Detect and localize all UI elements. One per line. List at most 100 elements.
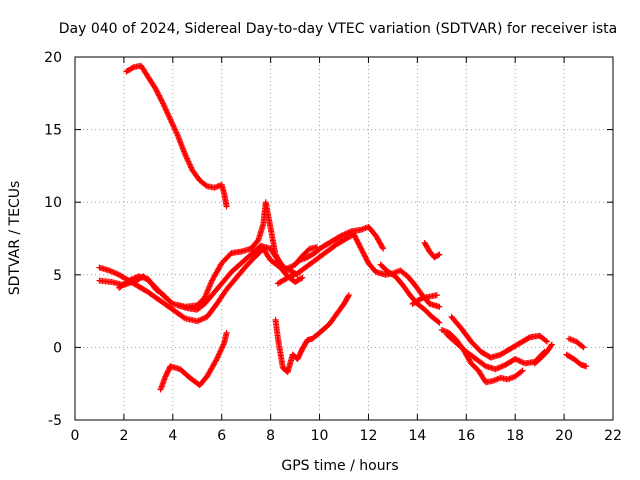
x-tick-label: 14: [408, 428, 426, 444]
data-point-marker: [114, 271, 121, 278]
data-point-marker: [433, 292, 440, 299]
data-point-marker: [501, 362, 508, 369]
data-point-marker: [338, 232, 345, 239]
data-point-marker: [352, 233, 359, 240]
data-point-marker: [113, 270, 120, 277]
series-arc-3: [96, 199, 301, 310]
data-point-marker: [513, 356, 520, 363]
data-point-marker: [579, 343, 586, 350]
x-tick-label: 20: [555, 428, 573, 444]
data-point-marker: [152, 85, 159, 92]
data-point-marker: [161, 292, 168, 299]
data-point-marker: [158, 97, 165, 104]
data-point-marker: [162, 293, 169, 300]
series-arc-9: [409, 292, 440, 307]
data-point-marker: [358, 245, 365, 252]
y-tick-labels: -5 0 5 10 15 20: [44, 50, 62, 429]
x-tick-label: 22: [604, 428, 622, 444]
data-point-marker: [202, 182, 209, 189]
data-point-marker: [158, 96, 165, 103]
data-point-marker: [519, 359, 526, 366]
data-point-marker: [286, 274, 293, 281]
plot-frame: [74, 56, 614, 421]
data-point-marker: [354, 239, 361, 246]
series-arc-16: [563, 351, 590, 370]
data-point-marker: [155, 91, 162, 98]
data-point-marker: [345, 292, 352, 299]
data-point-marker: [129, 64, 136, 71]
data-point-marker: [355, 240, 362, 247]
data-point-marker: [223, 203, 230, 210]
data-point-marker: [519, 367, 526, 374]
series-arc-15: [565, 335, 587, 351]
data-point-marker: [341, 231, 348, 238]
data-point-marker: [314, 244, 321, 251]
data-point-marker: [350, 231, 357, 238]
data-point-marker: [518, 368, 525, 375]
data-point-marker: [481, 362, 488, 369]
chart-title: Day 040 of 2024, Sidereal Day-to-day VTE…: [59, 21, 617, 37]
data-point-marker: [354, 237, 361, 244]
data-point-marker: [194, 318, 201, 325]
data-point-marker: [356, 243, 363, 250]
data-point-marker: [580, 344, 587, 351]
data-point-marker: [361, 252, 368, 259]
data-point-marker: [111, 269, 118, 276]
data-point-marker: [339, 231, 346, 238]
data-point-marker: [345, 293, 352, 300]
axis-ticks: [74, 56, 614, 421]
x-axis-label: GPS time / hours: [281, 458, 398, 474]
data-point-marker: [379, 244, 386, 251]
data-point-marker: [153, 87, 160, 94]
data-point-marker: [496, 364, 503, 371]
plot-markers: [96, 62, 590, 393]
x-tick-label: 8: [266, 428, 275, 444]
data-point-marker: [359, 248, 366, 255]
data-point-marker: [352, 235, 359, 242]
data-point-marker: [154, 89, 161, 96]
data-point-marker: [291, 271, 298, 278]
data-point-marker: [290, 272, 297, 279]
series-arc-13: [448, 313, 550, 361]
series-arc-1: [123, 62, 230, 210]
x-tick-label: 12: [360, 428, 378, 444]
data-point-marker: [106, 267, 113, 274]
data-point-marker: [128, 276, 135, 283]
series-arc-7: [292, 244, 321, 268]
data-point-marker: [517, 358, 524, 365]
data-point-marker: [436, 251, 443, 258]
x-tick-label: 16: [457, 428, 475, 444]
data-point-marker: [129, 275, 136, 282]
grid-lines: [75, 57, 613, 420]
data-point-marker: [157, 95, 164, 102]
x-tick-label: 18: [506, 428, 524, 444]
series-arc-18: [272, 292, 352, 376]
data-point-marker: [495, 364, 502, 371]
data-point-marker: [435, 318, 442, 325]
data-point-marker: [156, 93, 163, 100]
data-point-marker: [107, 268, 114, 275]
data-point-marker: [337, 233, 344, 240]
data-point-marker: [360, 249, 367, 256]
y-tick-label: -5: [48, 413, 62, 429]
data-point-marker: [168, 299, 175, 306]
x-tick-label: 0: [71, 428, 80, 444]
data-point-marker: [358, 246, 365, 253]
data-point-marker: [125, 277, 132, 284]
data-point-marker: [364, 257, 371, 264]
data-point-marker: [583, 363, 590, 370]
x-tick-label: 10: [311, 428, 329, 444]
data-point-marker: [360, 250, 367, 257]
series-arc-2: [96, 245, 306, 325]
y-tick-label: 10: [44, 195, 62, 211]
data-point-marker: [498, 363, 505, 370]
data-point-marker: [499, 363, 506, 370]
data-point-marker: [548, 342, 555, 349]
data-point-marker: [198, 316, 205, 323]
x-tick-label: 4: [168, 428, 177, 444]
data-point-marker: [492, 366, 499, 373]
x-tick-label: 2: [119, 428, 128, 444]
data-point-marker: [127, 276, 134, 283]
data-point-marker: [342, 230, 349, 237]
